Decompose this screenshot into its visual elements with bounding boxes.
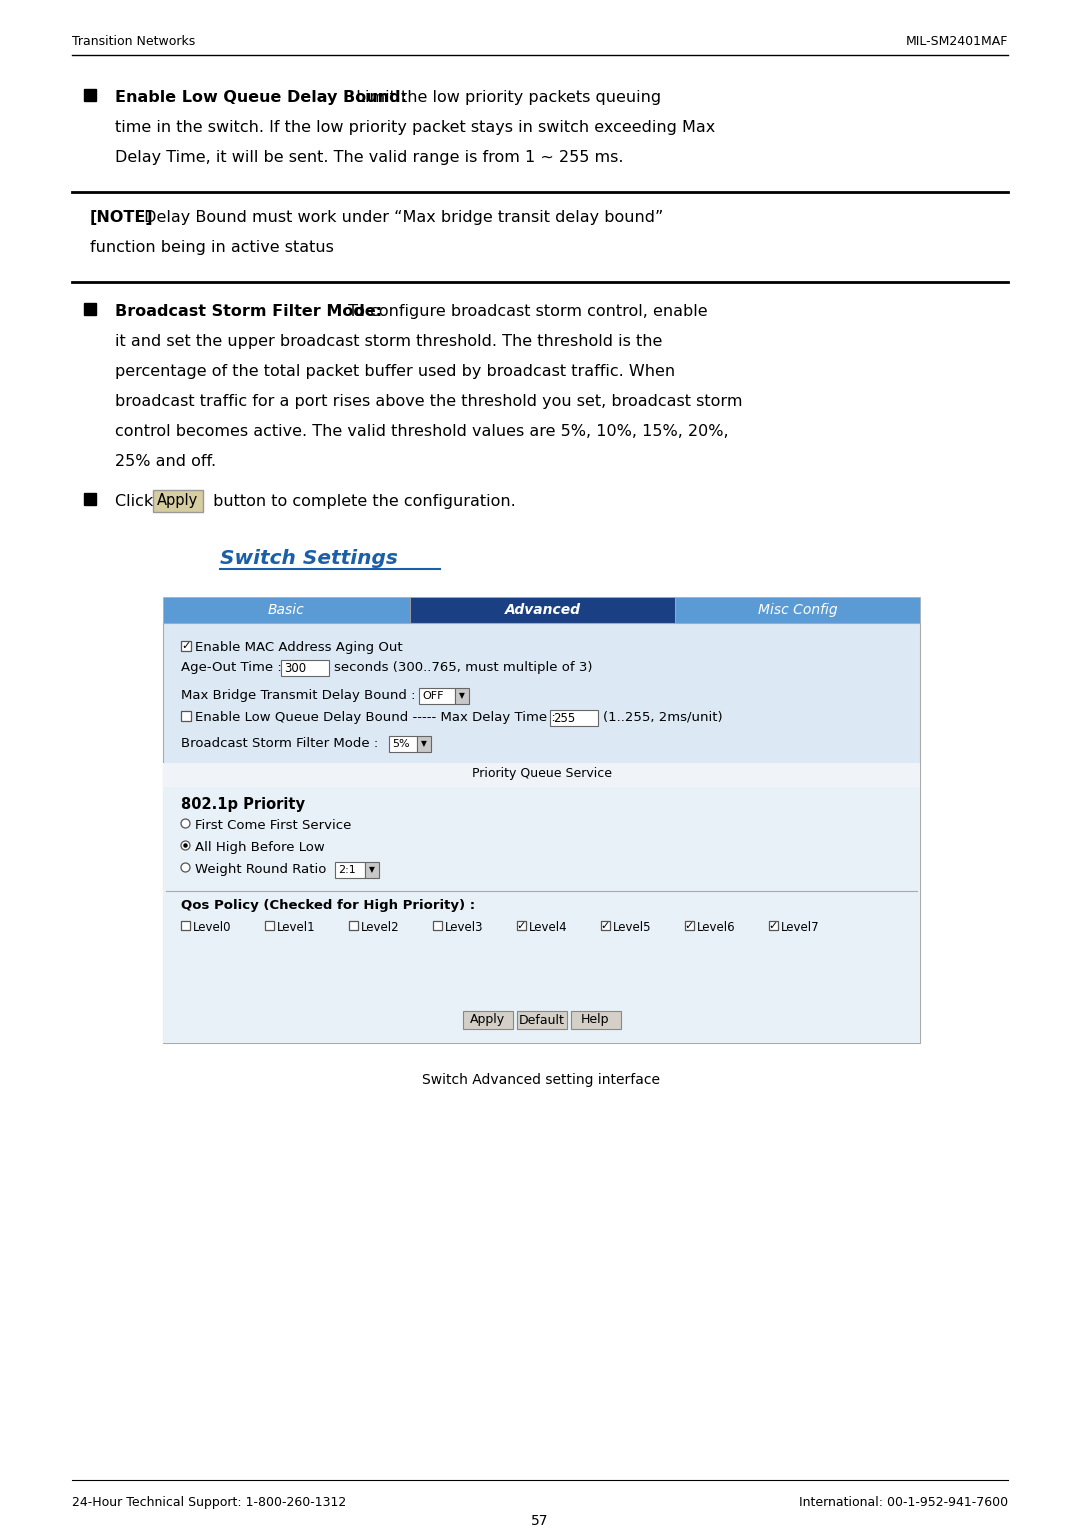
Text: To configure broadcast storm control, enable: To configure broadcast storm control, en… (343, 304, 707, 319)
Text: 802.1p Priority: 802.1p Priority (181, 797, 305, 812)
Text: ▼: ▼ (421, 739, 427, 748)
Text: Broadcast Storm Filter Mode:: Broadcast Storm Filter Mode: (114, 304, 382, 319)
Text: seconds (300..765, must multiple of 3): seconds (300..765, must multiple of 3) (334, 661, 593, 673)
Bar (462, 1011, 513, 1029)
Text: Switch Settings: Switch Settings (220, 550, 397, 568)
Text: 57: 57 (531, 1513, 549, 1527)
Text: Help: Help (581, 1014, 610, 1026)
Text: 25% and off.: 25% and off. (114, 454, 216, 469)
Text: it and set the upper broadcast storm threshold. The threshold is the: it and set the upper broadcast storm thr… (114, 334, 662, 350)
Text: time in the switch. If the low priority packet stays in switch exceeding Max: time in the switch. If the low priority … (114, 121, 715, 134)
Text: Level0: Level0 (193, 921, 231, 935)
Text: OFF: OFF (422, 692, 444, 701)
Text: ▼: ▼ (459, 692, 464, 701)
Text: Click: Click (114, 495, 159, 508)
Circle shape (181, 841, 190, 851)
Text: Qos Policy (Checked for High Priority) :: Qos Policy (Checked for High Priority) : (181, 899, 475, 912)
Bar (517, 921, 526, 930)
Bar (163, 597, 410, 623)
Text: [NOTE]: [NOTE] (90, 211, 153, 224)
Text: Age-Out Time :: Age-Out Time : (181, 661, 282, 673)
Text: Level2: Level2 (361, 921, 400, 935)
Text: Delay Time, it will be sent. The valid range is from 1 ~ 255 ms.: Delay Time, it will be sent. The valid r… (114, 150, 623, 165)
Text: Level6: Level6 (697, 921, 735, 935)
Text: Delay Bound must work under “Max bridge transit delay bound”: Delay Bound must work under “Max bridge … (139, 211, 663, 224)
Text: 24-Hour Technical Support: 1-800-260-1312: 24-Hour Technical Support: 1-800-260-131… (72, 1496, 347, 1509)
Bar (419, 689, 455, 704)
Bar (417, 736, 431, 751)
Circle shape (184, 843, 188, 847)
Text: Apply: Apply (470, 1014, 505, 1026)
Bar (410, 597, 675, 623)
Text: ✓: ✓ (600, 921, 610, 930)
Text: MIL-SM2401MAF: MIL-SM2401MAF (906, 35, 1008, 47)
Text: 300: 300 (284, 661, 306, 675)
Bar (181, 641, 191, 651)
Text: Weight Round Ratio: Weight Round Ratio (195, 863, 326, 876)
Text: Default: Default (518, 1014, 565, 1026)
Text: International: 00-1-952-941-7600: International: 00-1-952-941-7600 (799, 1496, 1008, 1509)
Text: button to complete the configuration.: button to complete the configuration. (208, 495, 516, 508)
Bar (265, 921, 274, 930)
Text: All High Before Low: All High Before Low (195, 841, 325, 854)
Bar (365, 863, 379, 878)
Text: Level1: Level1 (276, 921, 315, 935)
Text: (1..255, 2ms/unit): (1..255, 2ms/unit) (603, 712, 723, 724)
Bar (600, 921, 610, 930)
Bar (769, 921, 778, 930)
Text: Level3: Level3 (445, 921, 484, 935)
Text: ✓: ✓ (685, 921, 694, 930)
Text: 2:1: 2:1 (338, 864, 355, 875)
Bar (433, 921, 442, 930)
Text: Level5: Level5 (613, 921, 651, 935)
Bar (675, 597, 920, 623)
Bar (181, 712, 191, 721)
Text: percentage of the total packet buffer used by broadcast traffic. When: percentage of the total packet buffer us… (114, 363, 675, 379)
Text: Basic: Basic (268, 603, 305, 617)
Circle shape (181, 818, 190, 828)
Bar (685, 921, 694, 930)
Text: Enable Low Queue Delay Bound:: Enable Low Queue Delay Bound: (114, 90, 407, 105)
Text: Advanced: Advanced (504, 603, 581, 617)
Text: 255: 255 (553, 712, 576, 724)
Text: Transition Networks: Transition Networks (72, 35, 195, 47)
Text: broadcast traffic for a port rises above the threshold you set, broadcast storm: broadcast traffic for a port rises above… (114, 394, 743, 409)
Text: Limit the low priority packets queuing: Limit the low priority packets queuing (351, 90, 661, 105)
Text: control becomes active. The valid threshold values are 5%, 10%, 15%, 20%,: control becomes active. The valid thresh… (114, 425, 729, 438)
Bar (349, 921, 357, 930)
Text: First Come First Service: First Come First Service (195, 818, 351, 832)
Circle shape (181, 863, 190, 872)
Text: Level7: Level7 (781, 921, 820, 935)
Text: Level4: Level4 (529, 921, 568, 935)
Text: Switch Advanced setting interface: Switch Advanced setting interface (422, 1073, 661, 1087)
Text: Enable MAC Address Aging Out: Enable MAC Address Aging Out (195, 641, 403, 654)
Text: 5%: 5% (392, 739, 409, 750)
Bar (163, 623, 920, 1043)
Bar (516, 1011, 567, 1029)
Text: ▼: ▼ (369, 866, 375, 875)
Text: Max Bridge Transmit Delay Bound :: Max Bridge Transmit Delay Bound : (181, 689, 416, 702)
Bar (163, 786, 920, 1043)
Bar (163, 764, 920, 786)
Text: ✓: ✓ (769, 921, 779, 930)
Text: Misc Config: Misc Config (758, 603, 837, 617)
Text: ✓: ✓ (181, 641, 191, 651)
Text: Broadcast Storm Filter Mode :: Broadcast Storm Filter Mode : (181, 738, 378, 750)
Text: Apply: Apply (158, 493, 199, 508)
Bar (550, 710, 598, 725)
Bar (181, 921, 190, 930)
Bar (570, 1011, 621, 1029)
Bar (281, 660, 329, 676)
Bar (455, 689, 469, 704)
Bar (335, 863, 365, 878)
Text: Priority Queue Service: Priority Queue Service (472, 767, 611, 779)
Bar (389, 736, 417, 751)
Text: function being in active status: function being in active status (90, 240, 334, 255)
FancyBboxPatch shape (153, 490, 203, 512)
Text: Enable Low Queue Delay Bound ----- Max Delay Time :: Enable Low Queue Delay Bound ----- Max D… (195, 712, 556, 724)
Text: ✓: ✓ (517, 921, 526, 930)
